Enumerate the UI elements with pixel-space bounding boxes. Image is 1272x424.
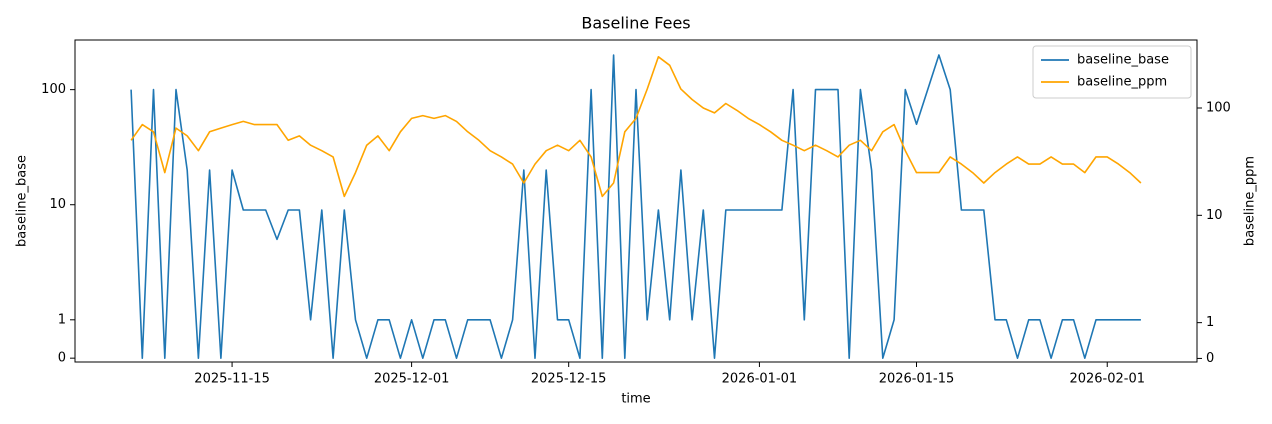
y-tick-label: 100	[41, 82, 66, 97]
y2-tick-label: 0	[1206, 351, 1214, 366]
chart-title: Baseline Fees	[581, 14, 690, 33]
y2-tick-label: 1	[1206, 315, 1214, 330]
x-tick-label: 2025-12-01	[374, 372, 450, 387]
x-axis-label: time	[621, 392, 650, 407]
legend-box	[1032, 45, 1192, 99]
plot-frame	[74, 39, 1198, 363]
legend-label: baseline_base	[1077, 53, 1169, 68]
y2-tick-label: 10	[1206, 208, 1223, 223]
series-line	[130, 54, 1141, 359]
y2-axis-label: baseline_ppm	[1243, 156, 1258, 246]
x-tick-label: 2025-12-15	[531, 372, 607, 387]
x-tick-label: 2026-02-01	[1069, 372, 1145, 387]
y2-tick-label: 100	[1206, 100, 1231, 115]
legend-label: baseline_ppm	[1077, 75, 1167, 90]
y-tick-label: 1	[58, 312, 66, 327]
x-tick-label: 2026-01-15	[879, 372, 955, 387]
series-line	[130, 56, 1142, 198]
x-tick-label: 2026-01-01	[722, 372, 798, 387]
y-tick-label: 10	[49, 197, 66, 212]
y-tick-label: 0	[58, 351, 66, 366]
y-axis-label: baseline_base	[15, 155, 30, 247]
x-tick-label: 2025-11-15	[194, 372, 270, 387]
